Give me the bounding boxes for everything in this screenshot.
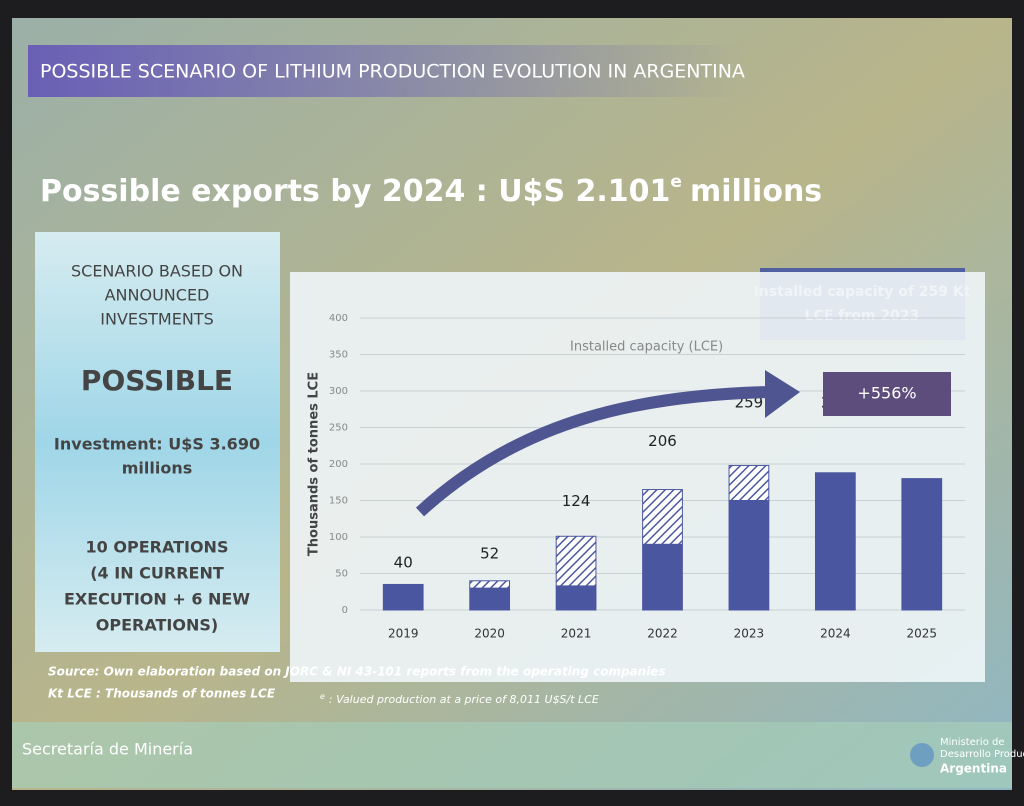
operations-line: OPERATIONS) bbox=[96, 616, 218, 635]
y-tick-label: 0 bbox=[342, 605, 348, 616]
growth-arrow bbox=[415, 386, 771, 517]
header-bar bbox=[28, 45, 748, 97]
footnote-mark: e bbox=[320, 692, 325, 701]
coat-of-arms bbox=[910, 743, 934, 767]
scenario-label: POSSIBLE bbox=[81, 364, 233, 397]
footer: Secretaría de Minería bbox=[22, 740, 193, 759]
y-tick-label: 200 bbox=[329, 459, 348, 470]
bar-segment bbox=[642, 489, 683, 545]
x-tick-label: 2021 bbox=[561, 627, 592, 641]
growth-label: +556% bbox=[857, 384, 916, 403]
y-tick-label: 50 bbox=[335, 569, 348, 580]
total-label: 124 bbox=[562, 492, 591, 510]
source: Source: Own elaboration based on JORC & … bbox=[48, 665, 666, 679]
bar-segment bbox=[555, 535, 597, 587]
total-label: 206 bbox=[648, 432, 677, 450]
operations-line: 10 OPERATIONS bbox=[86, 538, 229, 557]
investment-line: Investment: U$S 3.690 bbox=[54, 435, 260, 454]
x-tick-label: 2022 bbox=[647, 627, 678, 641]
headline-text: Possible exports by 2024 : U$S 2.101 bbox=[40, 174, 670, 209]
x-tick-label: 2019 bbox=[388, 627, 419, 641]
total-label: 52 bbox=[480, 545, 499, 563]
y-axis-label: Thousands of tonnes LCE bbox=[307, 372, 322, 556]
bar-segment bbox=[469, 580, 511, 589]
bar-segment bbox=[642, 543, 683, 611]
scenario-line: INVESTMENTS bbox=[100, 310, 213, 329]
y-tick-label: 300 bbox=[329, 386, 348, 397]
panel-text: SCENARIO BASED ON ANNOUNCED INVESTMENTS POS… bbox=[54, 262, 260, 635]
y-tick-label: 100 bbox=[329, 532, 348, 543]
total-label: 40 bbox=[394, 553, 413, 571]
bar-segment bbox=[382, 583, 424, 611]
x-tick-label: 2023 bbox=[734, 627, 765, 641]
chart: 0 50 100 150 200 250 300 350 400 Thousands of ton… bbox=[307, 313, 965, 641]
scenario-line: SCENARIO BASED ON bbox=[71, 262, 243, 281]
footnote: e : Valued production at a price of 8,011… bbox=[320, 692, 599, 707]
y-tick-label: 350 bbox=[329, 350, 348, 361]
x-tick-label: 2020 bbox=[474, 627, 505, 641]
bar-segment bbox=[469, 587, 511, 611]
bar-segment bbox=[814, 472, 856, 611]
scenario-line: ANNOUNCED bbox=[105, 286, 210, 305]
bar-segment bbox=[728, 500, 770, 611]
growth-box bbox=[823, 372, 951, 416]
investment-line: millions bbox=[122, 459, 193, 478]
x-tick-label: 2024 bbox=[820, 627, 851, 641]
operations-line: (4 IN CURRENT bbox=[90, 564, 224, 583]
headline-end: millions bbox=[690, 174, 822, 209]
headline: Possible exports by 2024 : U$S 2.101e mil… bbox=[40, 172, 822, 209]
country: Argentina bbox=[940, 762, 1007, 776]
kt-note: Kt LCE : Thousands of tonnes LCE bbox=[48, 687, 276, 701]
header: POSSIBLE SCENARIO OF LITHIUM PRODUCTION … bbox=[40, 61, 745, 83]
ministry-2: Desarrollo Productivo bbox=[940, 749, 1024, 760]
footer-bar bbox=[12, 722, 1012, 788]
bar-segment bbox=[555, 585, 597, 611]
operations-line: EXECUTION + 6 NEW bbox=[64, 590, 250, 609]
footnote-text: : Valued production at a price of 8,011 … bbox=[329, 693, 599, 706]
headline-mark: e bbox=[670, 172, 682, 192]
bar-segment bbox=[728, 464, 770, 501]
y-tick-label: 150 bbox=[329, 496, 348, 507]
ministry-1: Ministerio de bbox=[940, 737, 1005, 748]
left-panel bbox=[35, 232, 280, 652]
x-tick-label: 2025 bbox=[907, 627, 938, 641]
bar-segment bbox=[901, 478, 943, 611]
growth-arrow-head bbox=[765, 370, 800, 418]
chart-panel bbox=[290, 272, 985, 682]
y-tick-label: 250 bbox=[329, 423, 348, 434]
y-tick-label: 400 bbox=[329, 313, 348, 324]
annotation: Installed capacity (LCE) bbox=[570, 340, 723, 355]
